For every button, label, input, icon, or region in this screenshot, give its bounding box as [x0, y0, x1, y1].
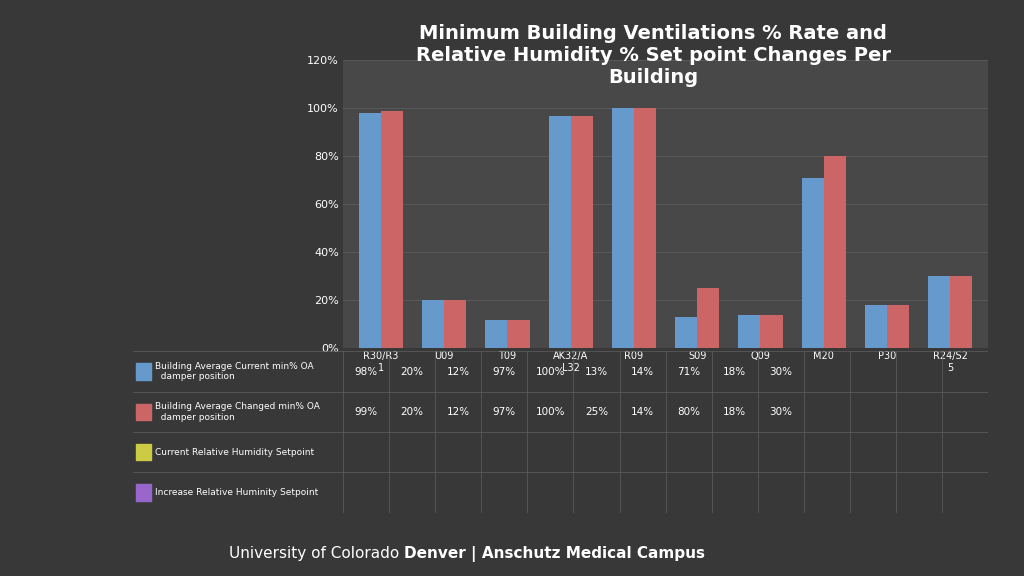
Bar: [508, 320, 529, 348]
Bar: [823, 157, 846, 348]
Text: 80%: 80%: [677, 407, 700, 417]
Text: Building Average Changed min% OA
  damper position: Building Average Changed min% OA damper …: [156, 402, 321, 422]
Bar: [612, 108, 634, 348]
Bar: [444, 301, 466, 348]
Text: 25%: 25%: [585, 407, 608, 417]
Text: 14%: 14%: [631, 366, 654, 377]
Bar: [634, 108, 656, 348]
Text: 12%: 12%: [446, 407, 470, 417]
Bar: [358, 113, 381, 348]
Bar: [928, 276, 950, 348]
Text: 13%: 13%: [585, 366, 608, 377]
Text: University of Colorado: University of Colorado: [229, 546, 404, 561]
Bar: [381, 111, 403, 348]
Bar: [549, 116, 570, 348]
Text: 20%: 20%: [400, 407, 424, 417]
Bar: [136, 404, 152, 420]
Text: 20%: 20%: [400, 366, 424, 377]
Text: 99%: 99%: [354, 407, 378, 417]
Text: 12%: 12%: [446, 366, 470, 377]
Bar: [485, 320, 508, 348]
Text: 14%: 14%: [631, 407, 654, 417]
Bar: [675, 317, 697, 348]
Text: 97%: 97%: [493, 366, 516, 377]
Bar: [697, 289, 719, 348]
Text: Minimum Building Ventilations % Rate and
Relative Humidity % Set point Changes P: Minimum Building Ventilations % Rate and…: [416, 24, 891, 87]
Text: 30%: 30%: [769, 366, 793, 377]
Bar: [950, 276, 973, 348]
Bar: [802, 178, 823, 348]
Text: 30%: 30%: [769, 407, 793, 417]
Bar: [136, 444, 152, 460]
Bar: [570, 116, 593, 348]
Text: 100%: 100%: [536, 366, 565, 377]
Text: Current Relative Humidity Setpoint: Current Relative Humidity Setpoint: [156, 448, 314, 457]
Bar: [136, 363, 152, 380]
Bar: [887, 305, 909, 348]
Text: 18%: 18%: [723, 407, 746, 417]
Text: 100%: 100%: [536, 407, 565, 417]
Bar: [761, 315, 782, 348]
Bar: [136, 484, 152, 501]
Text: Building Average Current min% OA
  damper position: Building Average Current min% OA damper …: [156, 362, 314, 381]
Bar: [865, 305, 887, 348]
Text: Denver | Anschutz Medical Campus: Denver | Anschutz Medical Campus: [404, 545, 706, 562]
Text: 18%: 18%: [723, 366, 746, 377]
Bar: [738, 315, 761, 348]
Bar: [422, 301, 444, 348]
Text: Increase Relative Huminity Setpoint: Increase Relative Huminity Setpoint: [156, 488, 318, 497]
Text: 97%: 97%: [493, 407, 516, 417]
Text: 98%: 98%: [354, 366, 378, 377]
Text: 71%: 71%: [677, 366, 700, 377]
